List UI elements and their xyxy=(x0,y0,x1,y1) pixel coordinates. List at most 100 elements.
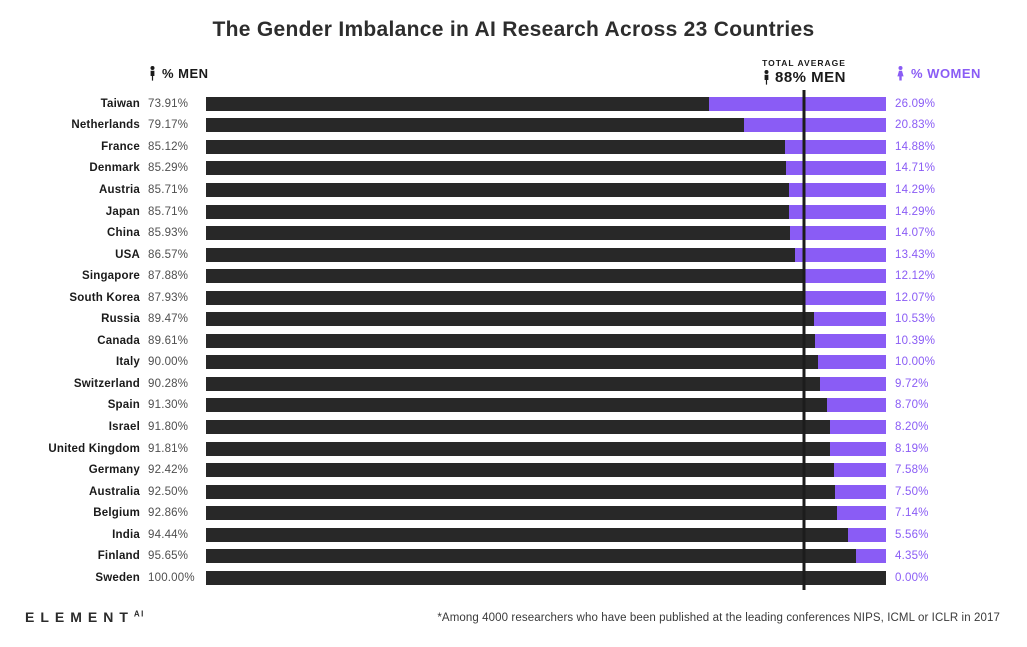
men-bar-segment xyxy=(206,139,785,154)
women-bar-segment xyxy=(790,226,886,241)
bar-track xyxy=(206,419,886,434)
men-value: 86.57% xyxy=(148,248,189,261)
men-value: 79.17% xyxy=(148,119,189,132)
country-label: India xyxy=(112,528,140,541)
male-person-icon xyxy=(762,70,771,85)
men-bar-segment xyxy=(206,527,849,542)
country-label: Germany xyxy=(88,464,140,477)
bar-track xyxy=(206,161,886,176)
country-label: Russia xyxy=(101,313,140,326)
table-row: Japan 85.71% 14.29% xyxy=(0,201,1027,223)
women-bar-segment xyxy=(788,182,886,197)
men-bar-segment xyxy=(206,290,804,305)
bar-track xyxy=(206,118,886,133)
women-bar-segment xyxy=(814,312,886,327)
women-bar-segment xyxy=(784,139,886,154)
table-row: Singapore 87.88% 12.12% xyxy=(0,265,1027,287)
women-bar-segment xyxy=(818,355,886,370)
women-value: 8.19% xyxy=(895,442,929,455)
table-row: Canada 89.61% 10.39% xyxy=(0,330,1027,352)
men-value: 85.12% xyxy=(148,140,189,153)
women-bar-segment xyxy=(826,398,886,413)
country-label: South Korea xyxy=(69,291,140,304)
men-bar-segment xyxy=(206,182,789,197)
women-value: 8.70% xyxy=(895,399,929,412)
country-label: Finland xyxy=(97,550,140,563)
men-bar-segment xyxy=(206,506,838,521)
women-value: 13.43% xyxy=(895,248,936,261)
men-value: 100.00% xyxy=(148,571,195,584)
men-bar-segment xyxy=(206,484,835,499)
table-row: Israel 91.80% 8.20% xyxy=(0,416,1027,438)
total-average-annotation: TOTAL AVERAGE 88% MEN xyxy=(762,58,846,86)
women-bar-segment xyxy=(803,269,886,284)
women-bar-segment xyxy=(788,204,886,219)
men-value: 91.30% xyxy=(148,399,189,412)
men-bar-segment xyxy=(206,312,815,327)
women-bar-segment xyxy=(835,484,886,499)
total-average-caption: TOTAL AVERAGE xyxy=(762,58,846,68)
page-title: The Gender Imbalance in AI Research Acro… xyxy=(212,18,815,41)
bar-track xyxy=(206,441,886,456)
women-value: 26.09% xyxy=(895,97,936,110)
bar-track xyxy=(206,247,886,262)
total-average-value: 88% MEN xyxy=(762,69,846,86)
men-value: 73.91% xyxy=(148,97,189,110)
bar-track xyxy=(206,570,886,585)
women-bar-segment xyxy=(856,549,886,564)
country-label: Taiwan xyxy=(100,97,140,110)
footnote: *Among 4000 researchers who have been pu… xyxy=(437,612,1000,624)
bar-track xyxy=(206,484,886,499)
country-label: Netherlands xyxy=(71,119,140,132)
table-row: Italy 90.00% 10.00% xyxy=(0,352,1027,374)
women-legend-label: % WOMEN xyxy=(911,66,981,81)
table-row: Germany 92.42% 7.58% xyxy=(0,459,1027,481)
men-value: 91.81% xyxy=(148,442,189,455)
table-row: Sweden 100.00% 0.00% xyxy=(0,567,1027,589)
men-value: 85.71% xyxy=(148,205,189,218)
women-value: 5.56% xyxy=(895,528,929,541)
women-bar-segment xyxy=(794,247,886,262)
men-value: 85.71% xyxy=(148,183,189,196)
men-bar-segment xyxy=(206,419,831,434)
country-label: USA xyxy=(115,248,140,261)
men-bar-segment xyxy=(206,204,789,219)
women-value: 12.12% xyxy=(895,270,936,283)
table-row: Denmark 85.29% 14.71% xyxy=(0,158,1027,180)
bar-track xyxy=(206,226,886,241)
men-value: 95.65% xyxy=(148,550,189,563)
women-bar-segment xyxy=(785,161,886,176)
bar-track xyxy=(206,398,886,413)
country-label: Sweden xyxy=(95,571,140,584)
women-value: 14.88% xyxy=(895,140,936,153)
women-bar-segment xyxy=(815,333,886,348)
men-bar-segment xyxy=(206,570,886,585)
men-value: 85.93% xyxy=(148,227,189,240)
bar-track xyxy=(206,549,886,564)
bar-track xyxy=(206,527,886,542)
men-value: 90.28% xyxy=(148,377,189,390)
country-label: Austria xyxy=(98,183,140,196)
bar-track xyxy=(206,182,886,197)
country-label: Belgium xyxy=(93,507,140,520)
country-label: China xyxy=(107,227,140,240)
bar-track xyxy=(206,139,886,154)
country-label: Canada xyxy=(97,334,140,347)
bar-track xyxy=(206,463,886,478)
table-row: Spain 91.30% 8.70% xyxy=(0,395,1027,417)
men-value: 89.47% xyxy=(148,313,189,326)
women-bar-segment xyxy=(830,419,886,434)
men-value: 94.44% xyxy=(148,528,189,541)
women-value: 14.29% xyxy=(895,205,936,218)
bar-track xyxy=(206,333,886,348)
men-bar-segment xyxy=(206,226,791,241)
women-bar-segment xyxy=(848,527,886,542)
total-average-text: 88% MEN xyxy=(774,69,847,86)
bar-track xyxy=(206,355,886,370)
male-person-icon xyxy=(148,66,157,81)
bar-track xyxy=(206,204,886,219)
women-bar-segment xyxy=(744,118,886,133)
women-bar-segment xyxy=(803,290,886,305)
table-row: France 85.12% 14.88% xyxy=(0,136,1027,158)
country-label: Italy xyxy=(115,356,140,369)
